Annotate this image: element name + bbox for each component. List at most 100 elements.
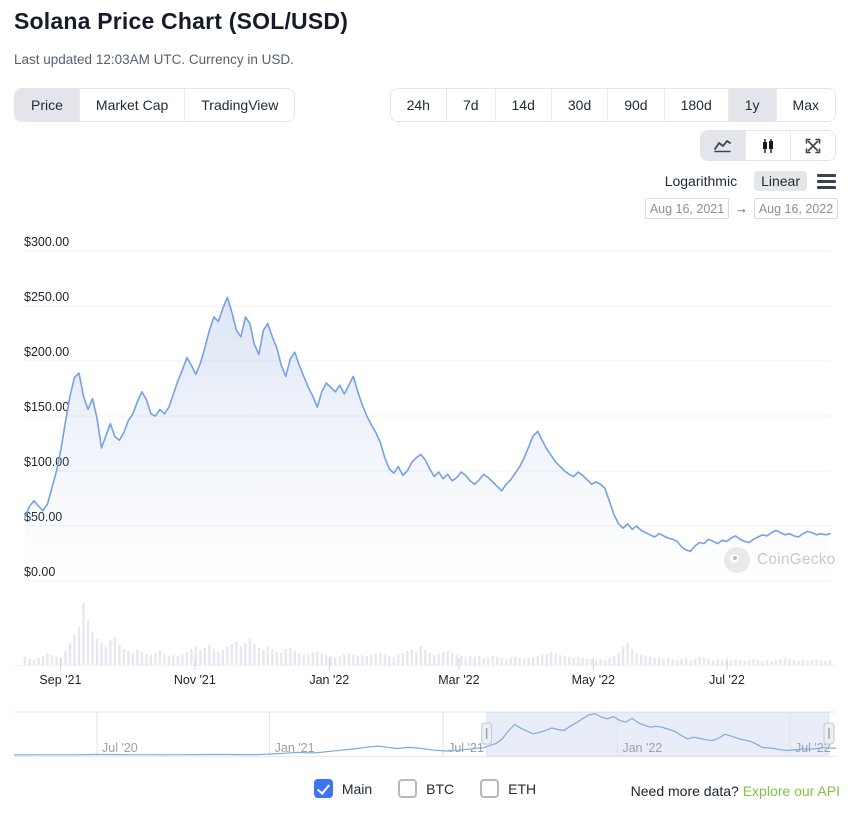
volume-bar (91, 632, 94, 665)
volume-bar (797, 661, 800, 665)
explore-api-link[interactable]: Explore our API (742, 783, 840, 799)
range-1y[interactable]: 1y (728, 89, 777, 121)
volume-bar (621, 647, 625, 665)
volume-bar (316, 651, 319, 665)
checkbox-unchecked-icon[interactable] (480, 779, 500, 798)
volume-bar (693, 659, 697, 665)
volume-bar (221, 650, 225, 665)
volume-bar (500, 658, 503, 665)
view-toggle-group: Price Market Cap TradingView (14, 88, 296, 122)
volume-bar (653, 658, 656, 665)
x-axis-label: Mar '22 (438, 673, 479, 687)
volume-bar (523, 659, 526, 665)
legend-eth-checkbox[interactable]: ETH (480, 779, 536, 798)
volume-bar (410, 649, 413, 665)
volume-bar (136, 650, 139, 665)
volume-bar (491, 656, 494, 665)
volume-bar (554, 653, 557, 665)
volume-bar (73, 635, 76, 665)
volume-bar (334, 657, 337, 665)
volume-bar (95, 639, 99, 665)
range-7d[interactable]: 7d (446, 89, 496, 121)
coingecko-watermark: CoinGecko (724, 547, 835, 573)
volume-bar (666, 658, 670, 665)
price-line (24, 296, 831, 553)
scale-logarithmic-button[interactable]: Logarithmic (664, 173, 738, 189)
volume-bar (64, 651, 67, 665)
volume-bar (478, 656, 481, 665)
range-navigator[interactable]: Jul '20 Jan '21 Jul '21 Jan '22 Jul '22 (0, 710, 850, 758)
range-max[interactable]: Max (776, 89, 835, 121)
navigator-left-handle[interactable] (481, 722, 493, 745)
navigator-label: Jan '22 (622, 741, 662, 755)
x-axis-label: Jul '22 (709, 673, 745, 687)
fullscreen-icon-button[interactable] (791, 131, 835, 160)
volume-bar (684, 658, 688, 665)
checkbox-unchecked-icon[interactable] (398, 779, 418, 798)
volume-bar (689, 660, 692, 665)
navigator-right-handle[interactable] (823, 722, 835, 745)
volume-bar (532, 657, 535, 665)
volume-bar (568, 657, 571, 665)
volume-bar (424, 650, 427, 665)
volume-bar (37, 658, 40, 665)
volume-bar (765, 660, 769, 665)
legend-main-checkbox[interactable]: Main (313, 779, 372, 798)
volume-bar (451, 653, 454, 665)
series-legend: Main BTC ETH (0, 779, 850, 798)
range-180d[interactable]: 180d (664, 89, 729, 121)
volume-bar (55, 657, 58, 665)
range-toggle-group: 24h 7d 14d 30d 90d 180d 1y Max (389, 88, 836, 122)
volume-bar (118, 645, 121, 665)
legend-btc-label: BTC (426, 780, 455, 797)
volume-bar (302, 654, 305, 665)
volume-bar (541, 655, 544, 665)
tab-tradingview[interactable]: TradingView (185, 89, 295, 121)
volume-bar (77, 627, 81, 665)
main-price-chart[interactable]: $300.00$250.00$200.00$150.00$100.00$50.0… (0, 230, 850, 700)
range-90d[interactable]: 90d (608, 89, 665, 121)
volume-bar (203, 648, 207, 665)
legend-btc-checkbox[interactable]: BTC (398, 779, 454, 798)
volume-bar (603, 660, 607, 665)
volume-bar (415, 652, 418, 665)
volume-bar (374, 654, 377, 665)
volume-bar (756, 660, 760, 665)
x-axis-label: Sep '21 (39, 673, 81, 687)
volume-bar (208, 645, 211, 665)
volume-bar (397, 655, 400, 665)
hamburger-menu-icon[interactable] (817, 172, 836, 191)
date-end-input[interactable] (754, 198, 838, 219)
volume-bar (774, 660, 778, 665)
volume-bar (82, 603, 85, 665)
volume-bar (514, 657, 517, 665)
scale-linear-button[interactable]: Linear (754, 171, 807, 191)
navigator-label: Jul '21 (448, 741, 484, 755)
volume-bar (572, 658, 575, 665)
volume-bar (806, 661, 809, 665)
volume-bar (140, 652, 144, 665)
volume-bar (401, 653, 404, 665)
volume-bar (356, 656, 359, 665)
need-more-data-text: Need more data? (630, 783, 739, 799)
tab-price[interactable]: Price (15, 89, 80, 121)
candlestick-icon-button[interactable] (746, 131, 791, 160)
volume-bar (154, 653, 157, 665)
volume-bar (50, 655, 54, 665)
volume-bar (563, 656, 566, 665)
volume-bar (163, 654, 166, 665)
tab-market-cap[interactable]: Market Cap (79, 89, 186, 121)
volume-bar (586, 659, 589, 665)
checkbox-checked-icon[interactable] (313, 779, 333, 798)
range-24h[interactable]: 24h (390, 89, 447, 121)
volume-bar (460, 656, 463, 665)
volume-bar (122, 649, 126, 665)
volume-bar (505, 659, 508, 665)
volume-bar (828, 660, 832, 665)
volume-bar (158, 651, 162, 665)
date-start-input[interactable] (645, 198, 729, 219)
chart-type-group (700, 130, 836, 161)
range-14d[interactable]: 14d (495, 89, 552, 121)
range-30d[interactable]: 30d (551, 89, 609, 121)
line-chart-icon-button[interactable] (701, 131, 746, 160)
